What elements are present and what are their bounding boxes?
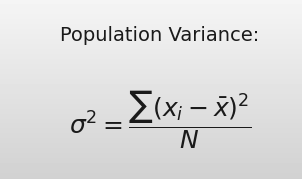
- Text: $\sigma^2 = \dfrac{\sum(x_i - \bar{x})^2}{N}$: $\sigma^2 = \dfrac{\sum(x_i - \bar{x})^2…: [69, 89, 252, 151]
- Text: Population Variance:: Population Variance:: [60, 26, 260, 45]
